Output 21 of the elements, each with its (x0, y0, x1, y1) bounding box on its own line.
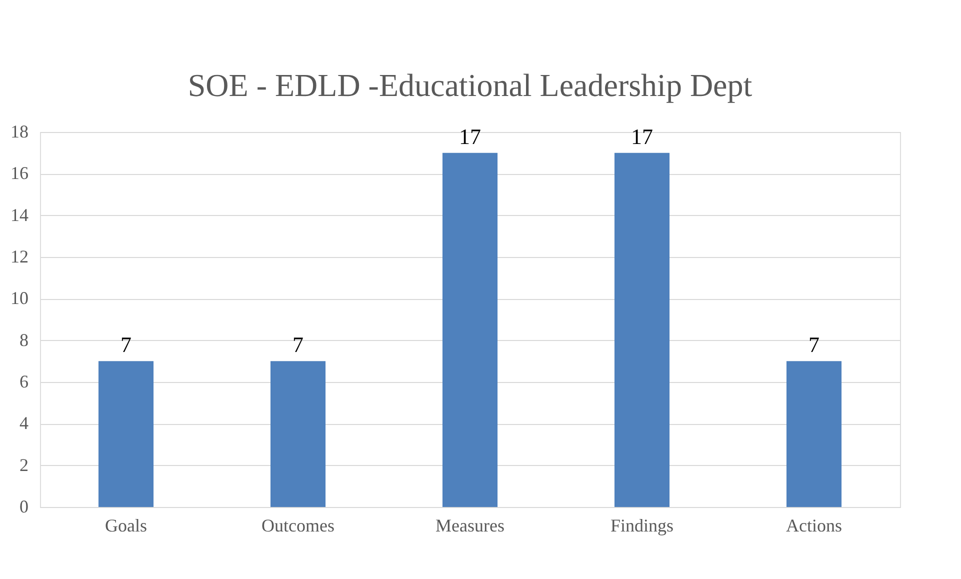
data-label: 7 (292, 332, 304, 358)
x-tick-label: Outcomes (262, 516, 334, 536)
y-tick-label: 2 (20, 454, 28, 475)
x-tick-label: Findings (610, 516, 674, 536)
y-tick-label: 12 (10, 246, 28, 266)
x-tick-label: Goals (105, 516, 147, 536)
x-tick-label: Actions (786, 516, 842, 536)
y-tick-label: 18 (10, 122, 28, 142)
data-label: 7 (808, 332, 820, 358)
chart-title: SOE - EDLD -Educational Leadership Dept (188, 67, 752, 103)
y-tick-label: 6 (20, 372, 28, 392)
x-tick-label: Measures (436, 516, 504, 536)
y-tick-label: 16 (10, 163, 28, 184)
y-tick-label: 0 (20, 496, 28, 516)
y-tick-label: 14 (10, 204, 28, 225)
data-label: 7 (120, 332, 132, 358)
y-tick-label: 10 (10, 288, 28, 308)
data-label: 17 (631, 124, 653, 149)
y-tick-label: 4 (20, 413, 28, 434)
data-label: 17 (459, 124, 481, 149)
y-tick-label: 8 (20, 330, 28, 350)
